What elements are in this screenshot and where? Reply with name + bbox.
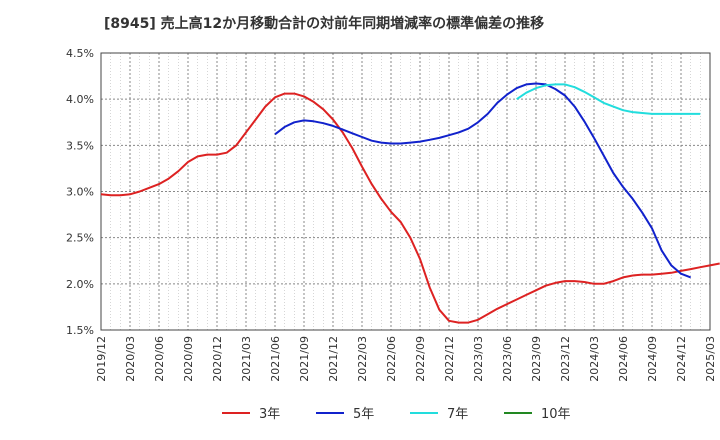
x-tick-label: 2020/09: [182, 336, 195, 382]
chart-title: [8945] 売上高12か月移動合計の対前年同期増減率の標準偏差の推移: [104, 16, 545, 32]
series-lines: [100, 82, 720, 324]
series-line-1: [274, 82, 692, 279]
x-tick-label: 2024/09: [646, 336, 659, 382]
legend-item-1: 5年: [316, 407, 374, 422]
y-tick-label: 4.5%: [66, 47, 94, 60]
y-tick-label: 3.0%: [66, 186, 94, 199]
x-tick-label: 2021/09: [298, 336, 311, 382]
x-tick-label: 2023/03: [472, 336, 485, 382]
x-tick-label: 2020/06: [153, 336, 166, 382]
legend-label: 10年: [541, 407, 571, 422]
legend-item-3: 10年: [504, 407, 571, 422]
x-tick-label: 2022/03: [356, 336, 369, 382]
axes: 1.5% 2.0% 2.5% 3.0% 3.5% 4.0% 4.5% 2019/12 2020/…: [66, 47, 717, 382]
x-tick-label: 2023/12: [559, 336, 572, 382]
series-line-2: [516, 83, 701, 115]
y-tick-label: 2.5%: [66, 232, 94, 245]
x-tick-label: 2021/06: [269, 336, 282, 382]
plot-frame: [100, 52, 711, 331]
x-tick-label: 2021/12: [327, 336, 340, 382]
x-tick-label: 2020/12: [211, 336, 224, 382]
y-tick-label: 2.0%: [66, 278, 94, 291]
x-tick-label: 2024/12: [675, 336, 688, 382]
x-tick-label: 2021/03: [240, 336, 253, 382]
x-tick-label: 2022/12: [443, 336, 456, 382]
legend-label: 7年: [447, 407, 468, 422]
legend: 3年 5年 7年 10年: [222, 407, 571, 422]
series-line-0: [100, 92, 720, 324]
x-tick-label: 2024/06: [617, 336, 630, 382]
legend-item-2: 7年: [410, 407, 468, 422]
x-tick-label: 2024/03: [588, 336, 601, 382]
x-tick-label: 2022/09: [414, 336, 427, 382]
y-tick-label: 1.5%: [66, 324, 94, 337]
legend-label: 5年: [353, 407, 374, 422]
x-tick-label: 2023/06: [501, 336, 514, 382]
x-tick-label: 2020/03: [124, 336, 137, 382]
y-tick-label: 4.0%: [66, 93, 94, 106]
y-tick-label: 3.5%: [66, 139, 94, 152]
x-tick-label: 2019/12: [95, 336, 108, 382]
x-tick-label: 2023/09: [530, 336, 543, 382]
legend-item-0: 3年: [222, 407, 280, 422]
x-tick-label: 2022/06: [385, 336, 398, 382]
grid: [101, 53, 710, 330]
legend-label: 3年: [259, 407, 280, 422]
x-tick-label: 2025/03: [704, 336, 717, 382]
